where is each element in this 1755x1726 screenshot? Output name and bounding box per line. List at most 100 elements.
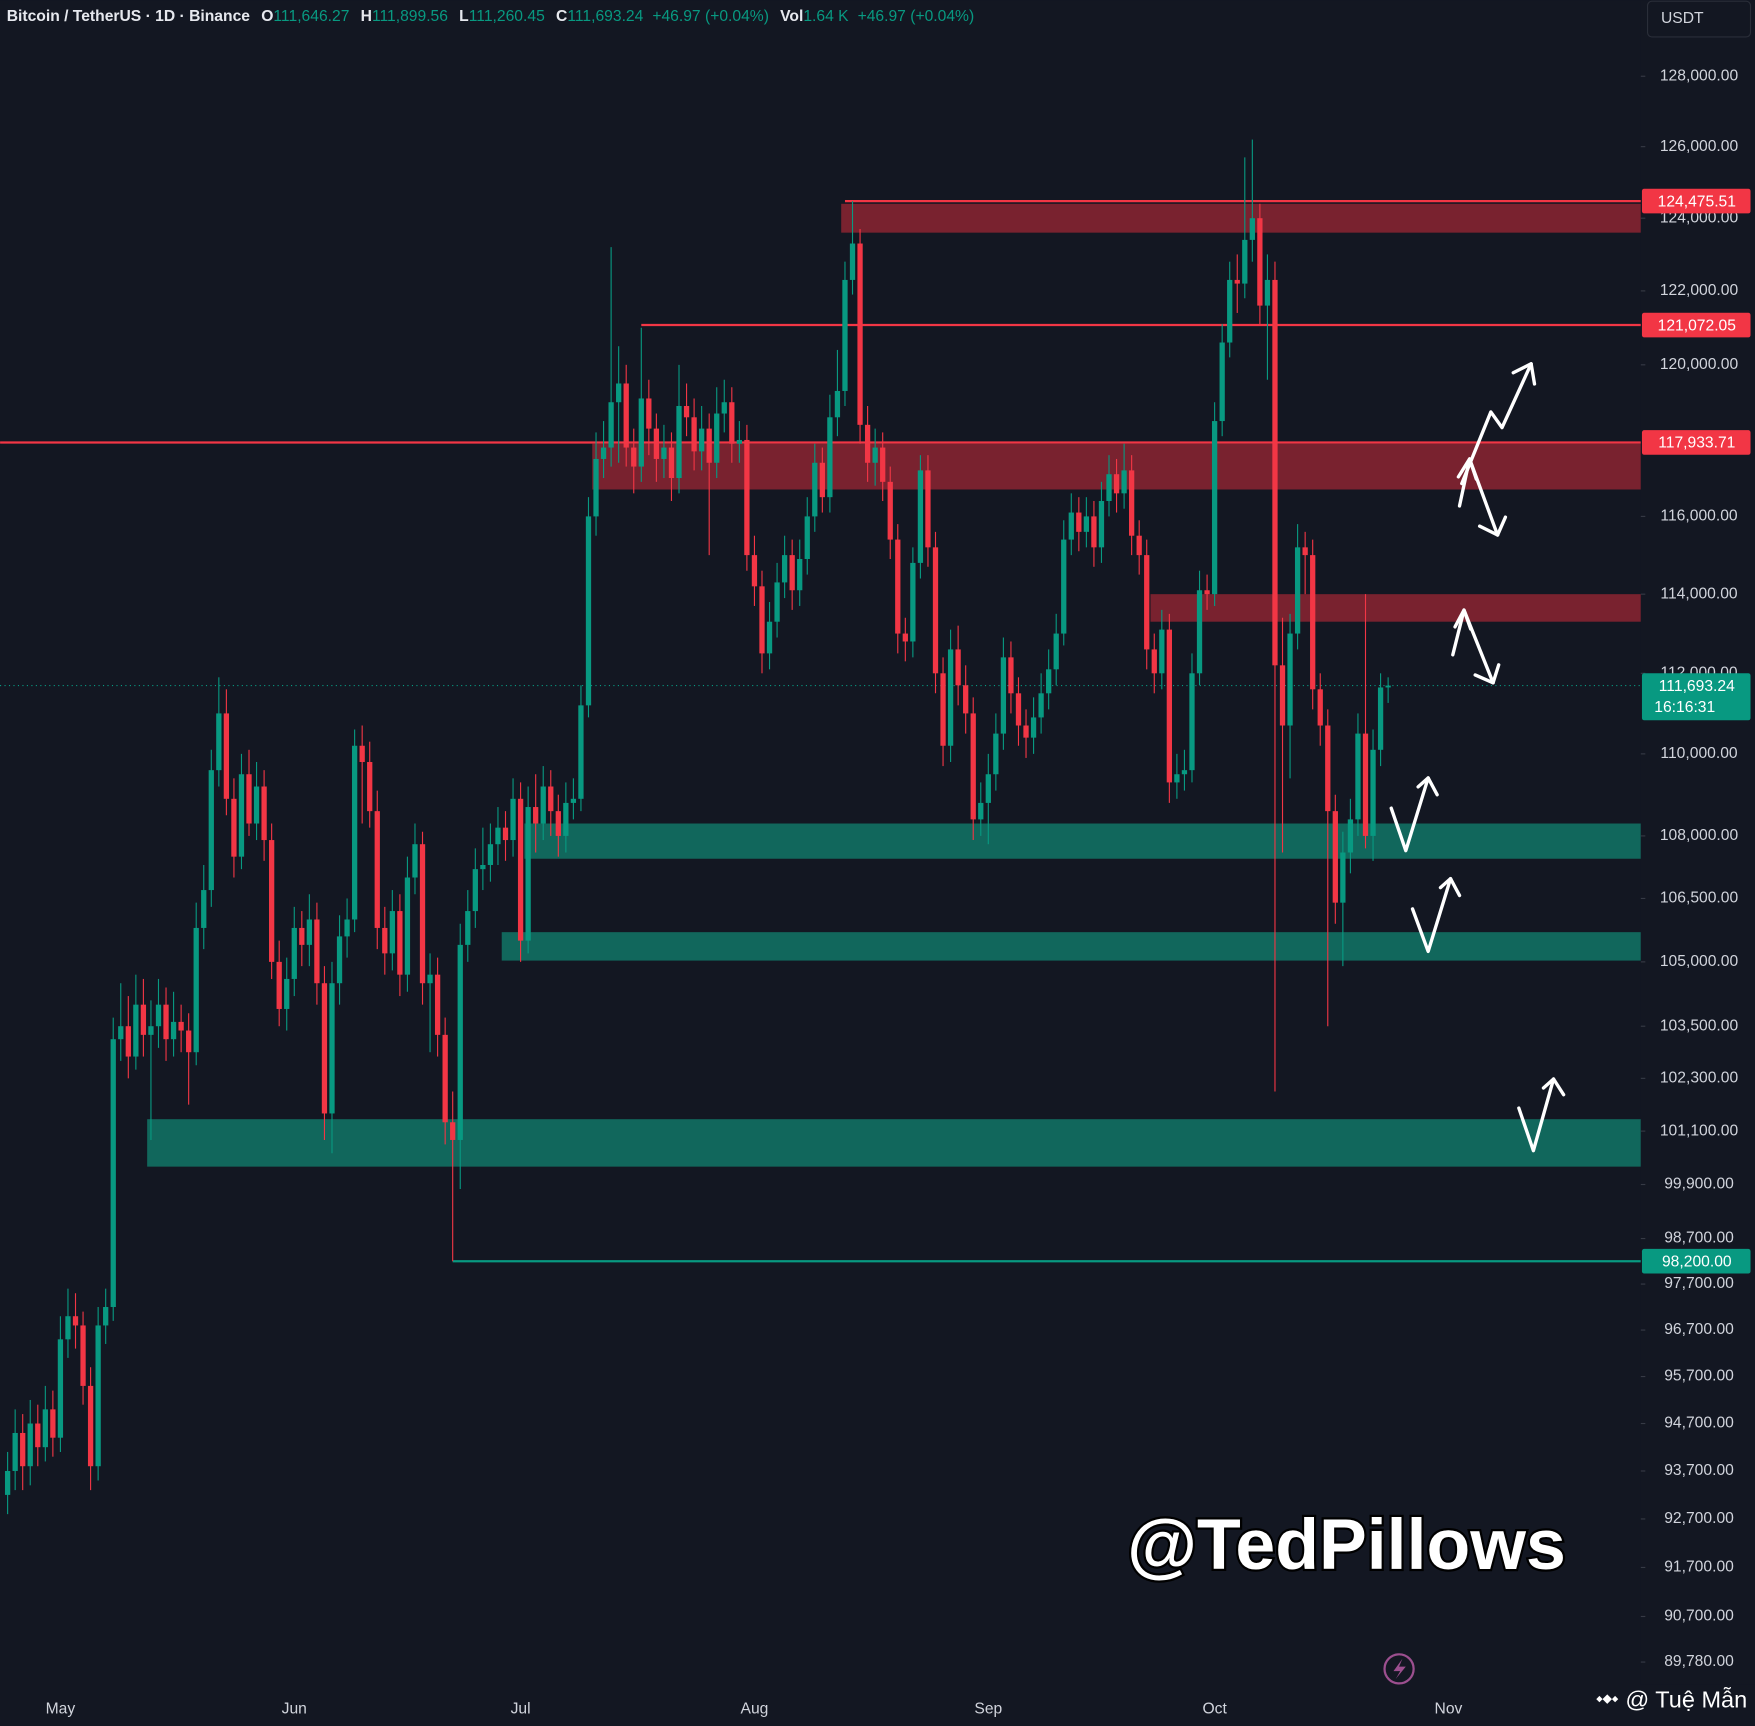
candle-body bbox=[563, 802, 569, 836]
field-value: 111,260.45 bbox=[469, 8, 545, 25]
candle-body bbox=[1015, 693, 1022, 726]
candle-body bbox=[1023, 725, 1029, 738]
candle-body bbox=[827, 417, 833, 498]
y-tick-label: 89,780.00 bbox=[1664, 1653, 1734, 1670]
level-label-bg bbox=[1641, 1248, 1751, 1274]
candle-body bbox=[1008, 657, 1014, 694]
candle-body bbox=[27, 1423, 33, 1467]
candle-body bbox=[397, 911, 403, 975]
candle-body bbox=[118, 1026, 124, 1040]
candle-body bbox=[65, 1316, 71, 1340]
candle-body bbox=[216, 713, 222, 771]
candle-body bbox=[902, 633, 908, 642]
candle-body bbox=[57, 1339, 64, 1438]
level-label: 117,933.71 bbox=[1658, 435, 1735, 452]
candle-body bbox=[472, 869, 478, 912]
price-axis: 128,000.00 126,000.00 124,000.00 122,000.00… bbox=[1640, 0, 1755, 1685]
y-tick-label: 120,000.00 bbox=[1660, 356, 1739, 373]
candle-body bbox=[442, 1034, 448, 1123]
arrow bbox=[1389, 776, 1430, 853]
currency-box[interactable] bbox=[1646, 0, 1752, 38]
candle-body bbox=[163, 1004, 169, 1040]
y-tick-label: 90,700.00 bbox=[1664, 1608, 1734, 1625]
candle-body bbox=[593, 458, 599, 517]
candle-body bbox=[1317, 689, 1323, 726]
candle-body bbox=[495, 827, 501, 845]
candle-body bbox=[125, 1026, 131, 1057]
candle-body bbox=[1211, 421, 1218, 595]
arrow-head bbox=[1541, 1077, 1566, 1097]
candle-body bbox=[1068, 512, 1074, 540]
candle-body bbox=[1166, 629, 1172, 783]
vol-change: +46.97 (+0.04%) bbox=[858, 8, 975, 25]
y-tick-label: 92,700.00 bbox=[1664, 1510, 1734, 1527]
y-tick-label: 126,000.00 bbox=[1660, 138, 1739, 155]
candle-body bbox=[812, 462, 818, 517]
x-tick-label: Aug bbox=[741, 1700, 769, 1717]
candle-body bbox=[20, 1432, 26, 1467]
candle-body bbox=[291, 927, 297, 979]
candle-body bbox=[465, 911, 471, 945]
candle-body bbox=[978, 802, 984, 820]
candle-body bbox=[706, 428, 712, 463]
y-tick-label: 124,000.00 bbox=[1660, 209, 1739, 226]
candle-body bbox=[540, 786, 546, 824]
candle-body bbox=[502, 827, 509, 841]
logo-part bbox=[1611, 1695, 1619, 1703]
candle-body bbox=[133, 1004, 139, 1057]
candle-body bbox=[261, 786, 267, 841]
volume: 1.64 K bbox=[803, 8, 849, 25]
candle-body bbox=[12, 1432, 18, 1471]
arrow-head bbox=[1511, 362, 1537, 386]
level-label-bg bbox=[1641, 188, 1751, 214]
y-tick-label: 97,700.00 bbox=[1664, 1275, 1734, 1292]
level-label-bg bbox=[1641, 430, 1751, 455]
candle-body bbox=[208, 770, 214, 891]
candle-body bbox=[714, 413, 720, 463]
candle-body bbox=[1227, 279, 1233, 343]
candle-body bbox=[789, 555, 795, 591]
candle-body bbox=[880, 447, 886, 482]
candle-body bbox=[186, 1030, 192, 1053]
candle-body bbox=[804, 516, 810, 560]
candle-body bbox=[412, 844, 418, 878]
x-tick-label: Nov bbox=[1435, 1700, 1463, 1717]
candle-body bbox=[1038, 693, 1044, 718]
candle-body bbox=[253, 786, 260, 824]
field-key: C bbox=[556, 8, 567, 25]
lightning-icon bbox=[1383, 1653, 1415, 1685]
candle-body bbox=[1174, 774, 1180, 783]
candle-body bbox=[1302, 547, 1308, 556]
y-tick-label: 103,500.00 bbox=[1660, 1017, 1739, 1034]
zone bbox=[841, 203, 1641, 233]
currency[interactable]: USDT bbox=[1661, 10, 1704, 27]
candle-body bbox=[35, 1423, 41, 1448]
x-tick-label: May bbox=[46, 1700, 76, 1717]
candle-body bbox=[80, 1325, 86, 1386]
candle-body bbox=[797, 559, 803, 591]
candle-body bbox=[1325, 725, 1331, 812]
candle-body bbox=[359, 745, 365, 763]
candle-body bbox=[510, 798, 516, 841]
candle-body bbox=[774, 582, 780, 622]
candle-body bbox=[1181, 770, 1188, 775]
y-tick-label: 116,000.00 bbox=[1660, 508, 1737, 525]
field-value: 111,899.56 bbox=[372, 8, 448, 25]
candle-body bbox=[1113, 474, 1120, 494]
candle-body bbox=[223, 713, 230, 799]
candle-body bbox=[299, 927, 305, 945]
last-price-bg bbox=[1641, 673, 1751, 721]
candle-body bbox=[729, 402, 735, 444]
candle-body bbox=[993, 733, 999, 775]
candle-body bbox=[661, 447, 667, 459]
candle-body bbox=[955, 649, 961, 686]
candle-body bbox=[246, 774, 252, 824]
candle-body bbox=[1091, 516, 1097, 548]
candle-body bbox=[1287, 633, 1293, 726]
candle-body bbox=[321, 983, 328, 1114]
icon-bolt bbox=[1393, 1658, 1406, 1679]
level-label: 121,072.05 bbox=[1658, 317, 1737, 334]
candle-body bbox=[759, 586, 765, 654]
axis-panel bbox=[1640, 0, 1755, 1685]
y-tick-label: 114,000.00 bbox=[1660, 585, 1737, 602]
